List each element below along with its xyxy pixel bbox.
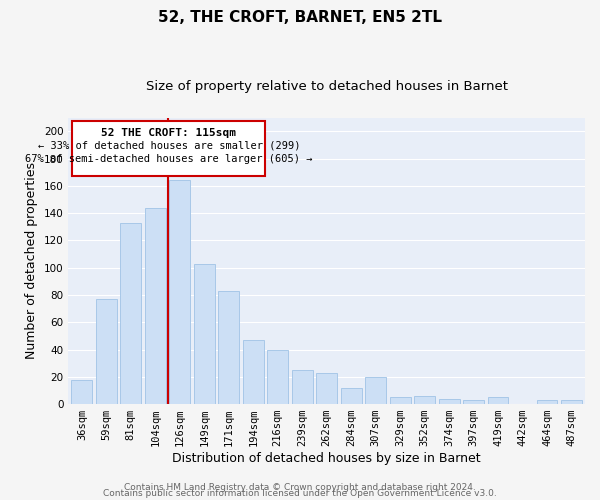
Text: Contains public sector information licensed under the Open Government Licence v3: Contains public sector information licen… — [103, 490, 497, 498]
Bar — [218, 291, 239, 404]
Bar — [194, 264, 215, 404]
Bar — [71, 380, 92, 404]
Bar — [121, 223, 141, 404]
Bar — [414, 396, 435, 404]
Bar — [268, 350, 288, 404]
Y-axis label: Number of detached properties: Number of detached properties — [25, 162, 38, 360]
Bar — [488, 398, 508, 404]
Title: Size of property relative to detached houses in Barnet: Size of property relative to detached ho… — [146, 80, 508, 93]
Bar — [243, 340, 263, 404]
Text: 67% of semi-detached houses are larger (605) →: 67% of semi-detached houses are larger (… — [25, 154, 313, 164]
Bar — [536, 400, 557, 404]
Bar — [341, 388, 362, 404]
Text: Contains HM Land Registry data © Crown copyright and database right 2024.: Contains HM Land Registry data © Crown c… — [124, 484, 476, 492]
FancyBboxPatch shape — [72, 120, 265, 176]
Bar — [365, 377, 386, 404]
Text: 52, THE CROFT, BARNET, EN5 2TL: 52, THE CROFT, BARNET, EN5 2TL — [158, 10, 442, 25]
Bar — [169, 180, 190, 404]
Bar — [439, 398, 460, 404]
Text: ← 33% of detached houses are smaller (299): ← 33% of detached houses are smaller (29… — [38, 140, 300, 150]
Text: 52 THE CROFT: 115sqm: 52 THE CROFT: 115sqm — [101, 128, 236, 138]
X-axis label: Distribution of detached houses by size in Barnet: Distribution of detached houses by size … — [172, 452, 481, 465]
Bar — [96, 299, 117, 404]
Bar — [316, 372, 337, 404]
Bar — [463, 400, 484, 404]
Bar — [145, 208, 166, 404]
Bar — [390, 398, 410, 404]
Bar — [561, 400, 582, 404]
Bar — [292, 370, 313, 404]
